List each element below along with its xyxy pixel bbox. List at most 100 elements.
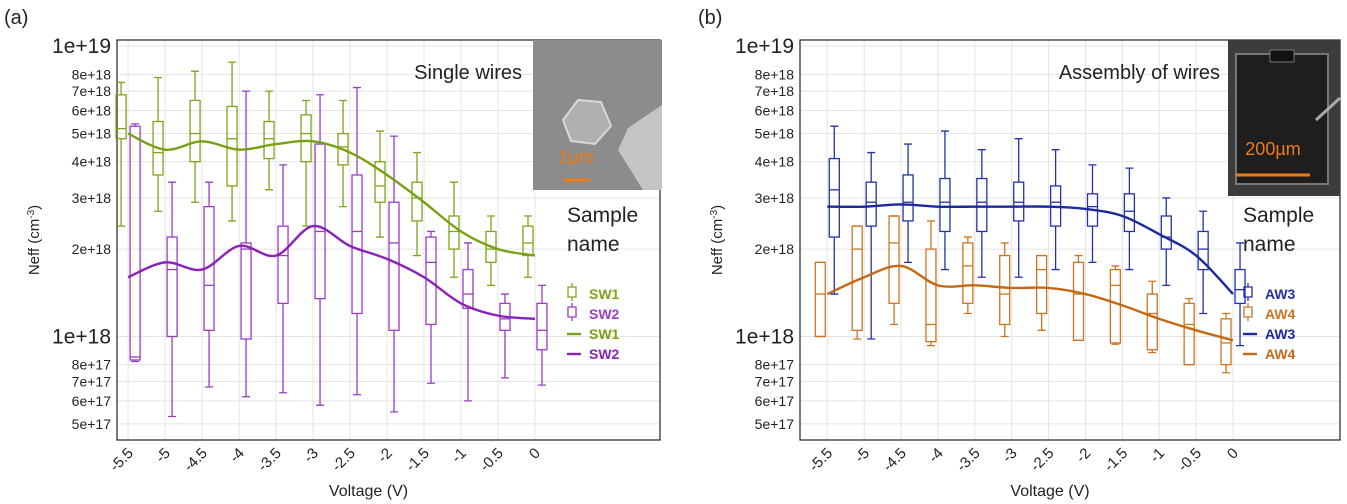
whisker-low bbox=[463, 308, 472, 402]
whisker-high bbox=[537, 284, 546, 304]
legend-label: SW1 bbox=[589, 286, 620, 302]
box bbox=[962, 242, 974, 305]
box bbox=[300, 114, 312, 163]
whisker-high bbox=[926, 220, 935, 250]
x-tick-label: -0.5 bbox=[1175, 445, 1205, 475]
y-tick-label: 1e+18 bbox=[735, 325, 794, 348]
y-tick-label: 8e+18 bbox=[755, 66, 795, 82]
x-tick-label: -2.5 bbox=[329, 445, 359, 475]
whisker-low bbox=[191, 161, 200, 203]
scale-bar-label: 200µm bbox=[1245, 139, 1300, 159]
x-tick-label: -3.5 bbox=[953, 445, 983, 475]
box bbox=[1197, 230, 1209, 271]
y-tick-label: 7e+17 bbox=[72, 373, 112, 389]
whisker-low bbox=[117, 138, 126, 227]
legend-label: SW2 bbox=[589, 346, 620, 362]
whisker-low bbox=[449, 249, 458, 278]
whisker-low bbox=[413, 220, 422, 257]
annotation: Assembly of wires bbox=[1059, 62, 1220, 84]
legend-box-icon bbox=[567, 283, 577, 301]
whisker-high bbox=[413, 151, 422, 183]
whisker-low bbox=[500, 330, 509, 379]
box bbox=[1123, 193, 1136, 233]
whisker-low bbox=[853, 330, 862, 340]
x-tick-label: -4 bbox=[925, 445, 946, 466]
whisker-low bbox=[904, 220, 913, 264]
box bbox=[976, 177, 988, 233]
whisker-high bbox=[1088, 164, 1097, 194]
box bbox=[448, 215, 460, 250]
whisker-low bbox=[890, 303, 899, 326]
whisker-high bbox=[168, 181, 177, 238]
y-tick-label: 5e+17 bbox=[755, 416, 795, 432]
whisker-low bbox=[867, 226, 876, 340]
y-tick-label: 2e+18 bbox=[755, 241, 795, 257]
box bbox=[828, 157, 840, 238]
inset-tip bbox=[618, 105, 662, 190]
whisker-high bbox=[1074, 254, 1083, 263]
box bbox=[1146, 293, 1158, 351]
box bbox=[388, 201, 400, 331]
x-tick-label: -3.5 bbox=[255, 445, 285, 475]
whisker-high bbox=[1236, 242, 1245, 270]
whisker-low bbox=[926, 341, 935, 347]
whisker-high bbox=[205, 181, 214, 207]
fit-line bbox=[826, 264, 1234, 342]
box bbox=[1109, 268, 1122, 344]
box bbox=[925, 248, 937, 343]
x-tick-label: 0 bbox=[526, 445, 544, 463]
box bbox=[240, 242, 252, 340]
x-tick-label: 0 bbox=[1224, 445, 1242, 463]
whisker-low bbox=[1125, 231, 1134, 271]
whisker-high bbox=[486, 215, 495, 232]
box bbox=[865, 181, 877, 227]
box bbox=[536, 302, 548, 351]
box bbox=[425, 236, 437, 326]
box bbox=[314, 143, 326, 300]
y-tick-label: 1e+19 bbox=[52, 35, 111, 58]
whisker-low bbox=[168, 336, 177, 418]
whisker-low bbox=[486, 262, 495, 287]
legend-label: AW4 bbox=[1265, 306, 1296, 322]
whisker-high bbox=[830, 125, 839, 159]
whisker-low bbox=[1088, 226, 1097, 264]
whisker-high bbox=[977, 149, 986, 179]
whisker-high bbox=[353, 86, 362, 175]
whisker-high bbox=[390, 135, 399, 203]
whisker-high bbox=[242, 90, 251, 243]
y-tick-label: 4e+18 bbox=[755, 154, 795, 170]
x-tick-label: -4.5 bbox=[181, 445, 211, 475]
whisker-high bbox=[427, 230, 436, 238]
box bbox=[485, 230, 497, 264]
y-axis-label-part: Neff (cm bbox=[26, 219, 43, 275]
box bbox=[939, 177, 951, 233]
whisker-low bbox=[390, 330, 399, 413]
box bbox=[263, 120, 275, 160]
y-tick-label: 5e+17 bbox=[72, 416, 112, 432]
y-tick-label: 1e+18 bbox=[52, 325, 111, 348]
y-axis-label-part: Neff (cm bbox=[709, 219, 726, 275]
legend-label: SW2 bbox=[589, 306, 620, 322]
whisker-low bbox=[977, 231, 986, 278]
whisker-low bbox=[376, 202, 385, 238]
whisker-low bbox=[1051, 226, 1060, 271]
whisker-low bbox=[242, 339, 251, 398]
x-tick-label: -1.5 bbox=[403, 445, 433, 475]
x-axis-label: Voltage (V) bbox=[1010, 483, 1089, 500]
whisker-low bbox=[523, 255, 532, 278]
y-tick-label: 5e+18 bbox=[755, 126, 795, 142]
plot-frame bbox=[116, 39, 661, 441]
whisker-low bbox=[830, 237, 839, 295]
box bbox=[129, 125, 141, 361]
box bbox=[1072, 261, 1085, 341]
y-tick-label: 7e+18 bbox=[755, 83, 795, 99]
fit-line bbox=[827, 203, 1234, 295]
whisker-high bbox=[1148, 280, 1157, 295]
x-tick-label: -2 bbox=[1073, 445, 1094, 466]
plot-frame bbox=[799, 39, 1341, 441]
whisker-high bbox=[191, 70, 200, 101]
whisker-high bbox=[1162, 197, 1171, 217]
whisker-high bbox=[117, 81, 126, 95]
box bbox=[115, 94, 127, 140]
